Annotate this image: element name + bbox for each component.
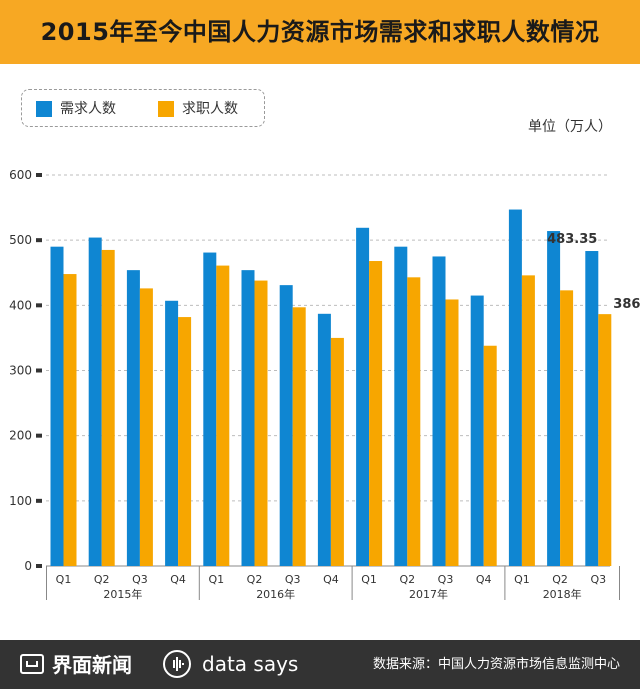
bar-seekers	[330, 337, 344, 566]
bar-seekers	[445, 299, 459, 566]
y-tick-mark	[36, 433, 42, 438]
y-tick-mark	[36, 173, 42, 177]
bar-seekers	[407, 277, 421, 566]
x-tick-label: Q1	[361, 573, 377, 586]
y-tick-label: 200	[9, 429, 32, 443]
legend-swatch-seekers	[158, 101, 174, 117]
y-tick-label: 400	[9, 298, 32, 312]
bar-demand	[279, 285, 293, 566]
x-tick-label: Q1	[514, 573, 530, 586]
y-tick-label: 600	[9, 168, 32, 182]
bar-demand	[203, 252, 217, 566]
bar-demand	[126, 270, 140, 566]
bar-seekers	[560, 290, 574, 566]
y-tick-label: 500	[9, 233, 32, 247]
legend-label-demand: 需求人数	[60, 101, 116, 117]
chart-title: 2015年至今中国人力资源市场需求和求职人数情况	[40, 18, 600, 46]
footer-source: 数据来源：中国人力资源市场信息监测中心	[372, 657, 620, 672]
y-tick-label: 300	[9, 364, 32, 378]
waveform-icon	[163, 650, 191, 678]
bar-demand	[88, 237, 102, 566]
jiemian-logo-icon	[20, 654, 44, 674]
bar-demand	[470, 295, 484, 566]
bar-demand	[50, 246, 64, 566]
x-tick-label: Q3	[590, 573, 606, 586]
legend-swatch-demand	[36, 101, 52, 117]
footer: 界面新闻 data says 数据来源：中国人力资源市场信息监测中心	[0, 640, 640, 689]
bar-seekers	[63, 274, 77, 566]
annotation-seekers: 386.5	[613, 297, 640, 312]
legend-label-seekers: 求职人数	[182, 101, 238, 117]
y-tick-mark	[36, 368, 42, 373]
x-tick-label: Q3	[285, 573, 301, 586]
bar-demand	[317, 313, 331, 566]
footer-data-says: data says	[202, 652, 299, 676]
y-tick-mark	[36, 498, 42, 503]
x-tick-label: Q2	[94, 573, 110, 586]
y-tick-label: 100	[9, 494, 32, 508]
y-tick-mark	[36, 303, 42, 308]
bar-chart: 0 100 200 300 400 500 600 Q1 Q2 Q3 Q4 Q1 Q2 Q3 Q4 Q1 Q2 Q…	[9, 168, 640, 601]
legend: 需求人数 求职人数	[21, 89, 265, 127]
bar-seekers	[483, 345, 497, 566]
bar-demand	[508, 209, 522, 566]
bar-seekers	[292, 307, 306, 566]
bar-seekers	[598, 314, 612, 566]
footer-brand: 界面新闻	[52, 653, 132, 677]
year-label: 2018年	[543, 587, 582, 601]
x-tick-label: Q2	[552, 573, 568, 586]
y-tick-mark	[36, 238, 42, 243]
year-label: 2016年	[256, 587, 295, 601]
bar-demand	[165, 300, 179, 566]
y-tick-mark	[36, 564, 42, 568]
x-tick-label: Q3	[438, 573, 454, 586]
bar-seekers	[101, 249, 115, 567]
bar-demand	[356, 227, 370, 566]
title-bar: 2015年至今中国人力资源市场需求和求职人数情况	[0, 0, 640, 64]
y-tick-label: 0	[24, 559, 32, 573]
bar-seekers	[216, 265, 230, 566]
unit-label: 单位（万人）	[528, 119, 612, 135]
bar-demand	[241, 270, 255, 566]
bar-seekers	[178, 317, 192, 566]
bar-demand	[394, 246, 408, 566]
bar-seekers	[521, 275, 535, 566]
x-tick-label: Q2	[399, 573, 415, 586]
x-tick-label: Q3	[132, 573, 148, 586]
year-label: 2017年	[409, 587, 448, 601]
bar-demand	[585, 251, 599, 567]
x-tick-label: Q2	[247, 573, 263, 586]
x-tick-label: Q1	[208, 573, 224, 586]
x-tick-label: Q4	[323, 573, 339, 586]
bar-seekers	[254, 280, 268, 566]
bar-seekers	[139, 288, 153, 566]
bar-seekers	[369, 261, 383, 566]
bar-demand	[432, 256, 446, 566]
x-tick-label: Q4	[476, 573, 492, 586]
x-tick-label: Q4	[170, 573, 186, 586]
year-label: 2015年	[103, 587, 142, 601]
annotation-demand: 483.35	[547, 232, 597, 247]
x-tick-label: Q1	[56, 573, 72, 586]
bar-demand	[547, 231, 561, 566]
